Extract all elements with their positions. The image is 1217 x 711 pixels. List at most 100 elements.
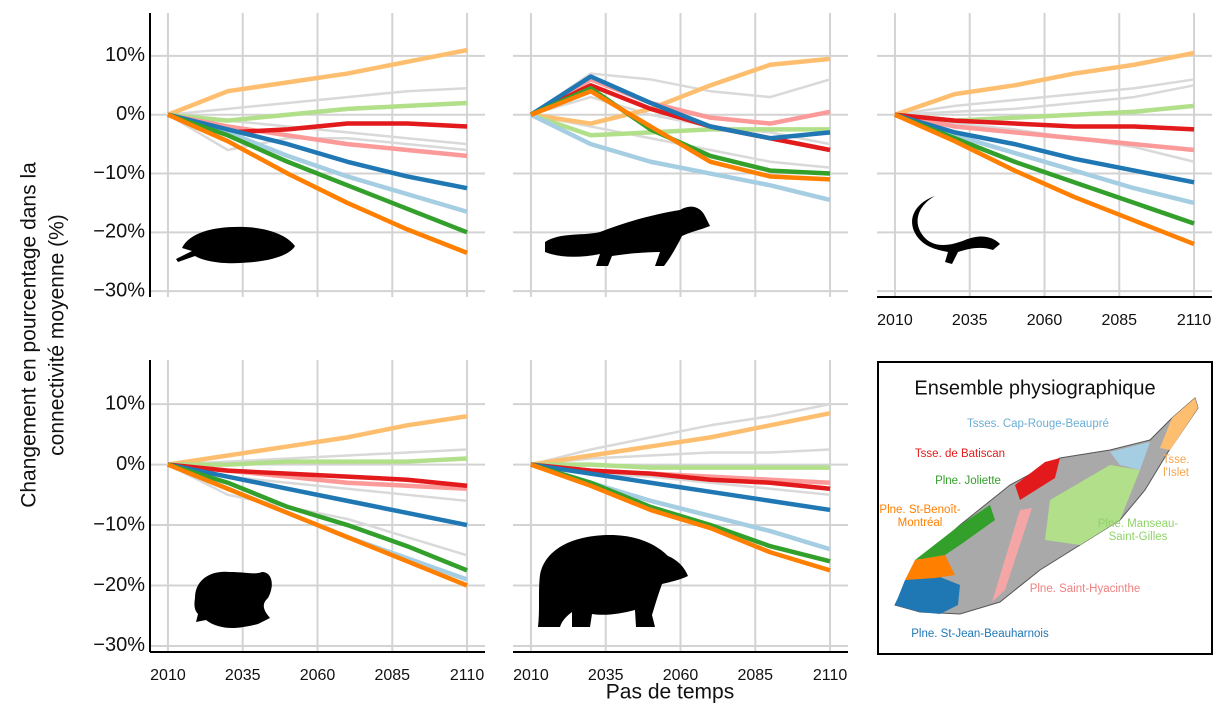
- salamander: [912, 196, 1000, 264]
- x-tick-label: 2010: [877, 312, 913, 329]
- series-line: [530, 448, 831, 466]
- series-line: [894, 112, 1195, 206]
- series-line: [894, 112, 1195, 153]
- series-line: [167, 100, 468, 123]
- series-line: [894, 112, 1195, 247]
- x-tick-label: 2035: [588, 667, 624, 684]
- series-line: [530, 462, 831, 513]
- series-line: [167, 448, 468, 466]
- y-tick-label: 10%: [105, 392, 145, 414]
- legend-label: Plne. St-Benoît-: [879, 504, 960, 516]
- panel: −30% −20% −10% 0% 10% 2010 2035 2060 2085 2110: [93, 360, 485, 684]
- marten: [545, 206, 710, 266]
- panel: [513, 13, 848, 297]
- legend-label: Tsse.: [1163, 454, 1190, 466]
- series-line: [167, 87, 468, 116]
- map-region: [905, 555, 955, 580]
- panel: −30% −20% −10% 0% 10%: [93, 13, 485, 301]
- x-axis-label: Pas de temps: [606, 681, 734, 704]
- legend: Ensemble physiographique Tsses. Cap-Roug…: [877, 361, 1213, 655]
- series-line: [894, 50, 1195, 117]
- map-region: [1110, 442, 1150, 470]
- series-line: [894, 112, 1195, 185]
- series-line: [167, 463, 468, 557]
- series-line: [530, 462, 831, 492]
- x-tick-label: 2010: [513, 667, 549, 684]
- x-tick-label: 2060: [1027, 312, 1063, 329]
- frog: [194, 571, 272, 628]
- y-tick-label: −10%: [93, 513, 145, 535]
- series-line: [167, 462, 468, 573]
- series-line: [530, 112, 831, 138]
- series-line: [167, 112, 468, 255]
- panels: −30%−20%−10%0%10%2010 2035 2060 2085 2110−30…: [93, 13, 1212, 684]
- y-tick-label: 0%: [116, 103, 145, 125]
- x-tick-label: 2110: [450, 667, 485, 684]
- series-line: [530, 56, 831, 126]
- series-line: [167, 112, 468, 191]
- legend-label: l'Islet: [1163, 467, 1190, 479]
- map-region: [1015, 458, 1060, 500]
- y-tick-label: 10%: [105, 44, 145, 66]
- bear: [538, 535, 688, 627]
- y-axis-label: connectivité moyenne (%): [46, 214, 69, 456]
- mole: [176, 226, 295, 264]
- series-line: [529, 74, 831, 141]
- series-line: [167, 112, 468, 235]
- series-line: [530, 402, 831, 466]
- x-tick-label: 2110: [1177, 312, 1212, 329]
- series-line: [894, 78, 1195, 116]
- y-tick-label: −30%: [93, 634, 145, 656]
- legend-label: Saint-Gilles: [1109, 531, 1168, 543]
- series-line: [167, 47, 468, 117]
- x-tick-label: 2060: [300, 667, 336, 684]
- map: [894, 397, 1199, 615]
- series-line: [530, 410, 831, 467]
- y-axis-label: Changement en pourcentage dans la: [18, 162, 41, 508]
- y-tick-label: −30%: [93, 279, 145, 301]
- series-line: [167, 462, 468, 588]
- silhouettes: [176, 196, 1000, 628]
- series-line: [894, 112, 1195, 132]
- x-tick-label: 2035: [225, 667, 261, 684]
- x-tick-label: 2085: [1101, 312, 1137, 329]
- y-tick-label: −10%: [93, 162, 145, 184]
- legend-title: Ensemble physiographique: [914, 377, 1155, 399]
- legend-label: Plne. St-Jean-Beauharnois: [911, 628, 1049, 640]
- series-line: [529, 112, 831, 203]
- series-line: [167, 413, 468, 467]
- legend-label: Plne. Manseau-: [1098, 518, 1179, 530]
- map-region: [915, 505, 995, 560]
- x-tick-label: 2085: [374, 667, 410, 684]
- series-line: [530, 95, 831, 146]
- map-region: [992, 508, 1032, 602]
- x-tick-label: 2010: [150, 667, 186, 684]
- panel: 2010 2035 2060 2085 2110: [877, 13, 1212, 329]
- legend-label: Montréal: [898, 517, 943, 529]
- series-line: [530, 88, 831, 182]
- series-line: [167, 456, 468, 467]
- series-line: [167, 112, 468, 214]
- y-tick-label: −20%: [93, 574, 145, 596]
- legend-label: Tsse. de Batiscan: [915, 448, 1005, 460]
- legend-label: Plne. Saint-Hyacinthe: [1030, 583, 1141, 595]
- series-line: [167, 462, 468, 528]
- panel: 2010 2035 2060 2085 2110: [513, 360, 848, 684]
- legend-label: Plne. Joliette: [935, 475, 1001, 487]
- y-tick-label: 0%: [116, 453, 145, 475]
- x-tick-label: 2110: [813, 667, 848, 684]
- x-tick-label: 2060: [663, 667, 699, 684]
- series-line: [530, 462, 831, 573]
- map-region: [1045, 465, 1140, 545]
- series-line: [530, 462, 831, 564]
- legend-labels: Tsses. Cap-Rouge-Beaupré Tsse. de Batisca…: [879, 418, 1189, 640]
- series-line: [530, 462, 831, 470]
- y-tick-label: −20%: [93, 221, 145, 243]
- map-region: [895, 575, 960, 614]
- x-tick-label: 2035: [952, 312, 988, 329]
- series-line: [167, 462, 468, 488]
- map-region: [1160, 398, 1198, 450]
- series-line: [894, 84, 1195, 116]
- series-line: [167, 112, 468, 159]
